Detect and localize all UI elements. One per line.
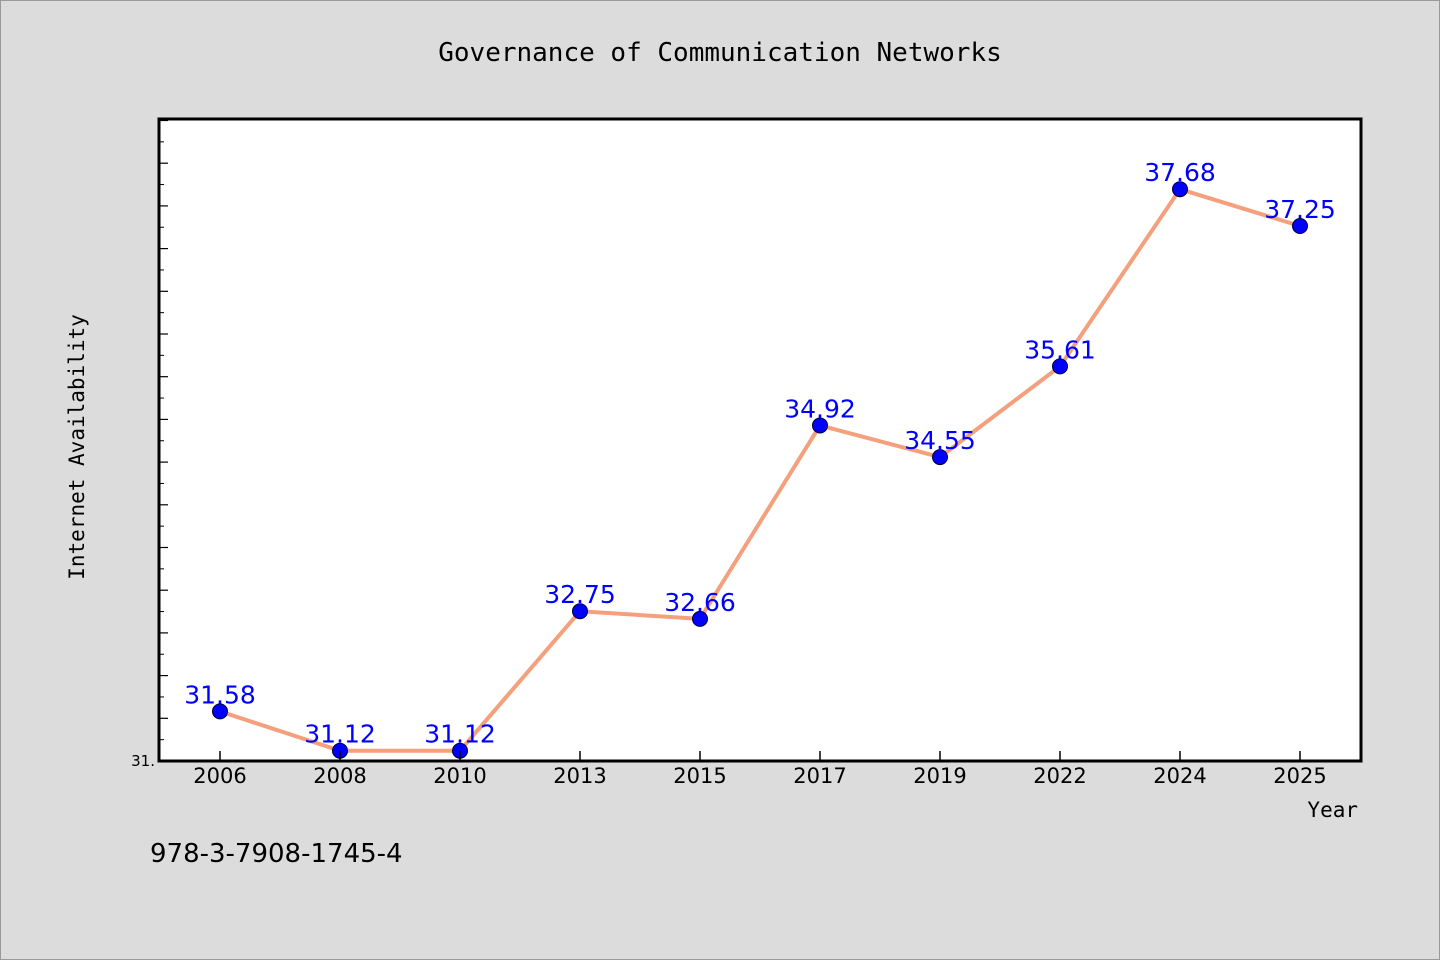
x-tick-label: 2008 — [313, 764, 366, 788]
data-label: 37.68 — [1144, 158, 1216, 187]
x-tick-label: 2006 — [193, 764, 246, 788]
data-label: 31.58 — [184, 680, 256, 709]
data-label: 35.61 — [1024, 335, 1096, 364]
chart-title: Governance of Communication Networks — [438, 38, 1002, 68]
x-tick-label: 2019 — [913, 764, 966, 788]
x-tick-label: 2022 — [1033, 764, 1086, 788]
data-point — [212, 703, 228, 720]
data-label: 37.25 — [1264, 195, 1336, 224]
data-point — [1172, 181, 1188, 198]
series-line — [219, 187, 1301, 753]
x-tick-label: 2015 — [673, 764, 726, 788]
data-label: 31.12 — [424, 720, 496, 749]
data-point — [932, 449, 948, 466]
x-tick-label: 2010 — [433, 764, 486, 788]
data-label: 32.75 — [544, 580, 616, 609]
x-axis: 2006 2008 2010 2013 2015 2017 2019 2022 2024 2025 — [193, 751, 1327, 788]
x-axis-label: Year — [1307, 798, 1358, 822]
data-point — [1052, 358, 1068, 375]
data-label: 31.12 — [304, 720, 376, 749]
y-axis: 31. — [131, 752, 155, 770]
x-tick-label: 2017 — [793, 764, 846, 788]
data-point — [692, 610, 708, 627]
data-label: 34.55 — [904, 426, 976, 455]
y-tick-label: 31. — [131, 752, 155, 770]
y-axis-label: Internet Availability — [65, 314, 89, 580]
data-label: 34.92 — [784, 394, 856, 423]
x-tick-label: 2013 — [553, 764, 606, 788]
x-tick-label: 2024 — [1153, 764, 1206, 788]
plot-border — [157, 117, 1363, 763]
data-point — [1292, 218, 1308, 234]
data-label: 32.66 — [664, 588, 736, 617]
x-tick-label: 2025 — [1273, 764, 1326, 788]
plot-content: 31.58 31.12 31.12 32.75 32.66 34.92 34.55 35.61… — [184, 158, 1336, 759]
data-point — [572, 603, 588, 620]
data-point — [812, 417, 828, 434]
footer-id-text: 978-3-7908-1745-4 — [150, 839, 403, 869]
plot-area — [159, 119, 1361, 761]
